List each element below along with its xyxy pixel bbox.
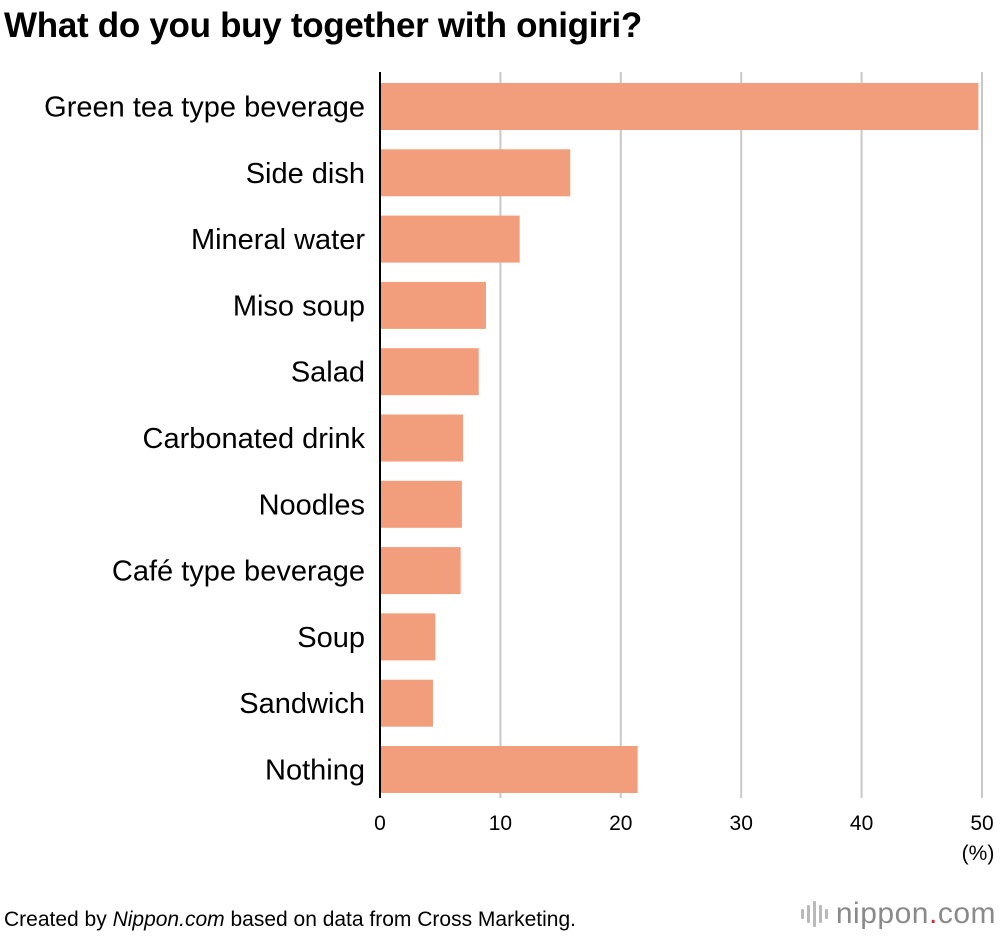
- x-tick-label: 30: [730, 812, 753, 835]
- bar: [380, 215, 520, 263]
- source-note: Created by Nippon.com based on data from…: [4, 908, 576, 932]
- x-axis-unit-label: (%): [962, 842, 995, 865]
- bar: [380, 83, 979, 130]
- brand-name: nippon.com: [836, 897, 996, 931]
- category-label: Soup: [297, 622, 365, 654]
- bar-chart: Green tea type beverage Side dish Mineral …: [44, 72, 995, 865]
- source-name: Nippon.com: [112, 908, 225, 931]
- chart-title: What do you buy together with onigiri?: [4, 6, 642, 45]
- bar: [380, 547, 461, 595]
- brand-name-part2: com: [937, 897, 996, 930]
- bars: [380, 83, 979, 793]
- bar: [380, 679, 433, 727]
- source-note-prefix: Created by: [4, 908, 113, 931]
- category-label: Side dish: [246, 158, 365, 190]
- bar: [380, 480, 462, 528]
- nippon-logo-bars-icon: [800, 899, 828, 929]
- bar: [380, 348, 479, 396]
- bar: [380, 149, 571, 197]
- grid-lines: [499, 72, 983, 798]
- x-tick-label: 0: [374, 812, 386, 835]
- category-label: Café type beverage: [112, 556, 365, 588]
- bar: [380, 281, 486, 329]
- category-label: Carbonated drink: [143, 423, 366, 455]
- bar: [380, 613, 436, 661]
- category-label: Nothing: [265, 755, 365, 787]
- brand-name-part1: nippon: [835, 897, 929, 930]
- source-note-suffix: based on data from Cross Marketing.: [224, 908, 576, 931]
- x-tick-label: 40: [850, 812, 873, 835]
- category-label: Miso soup: [233, 290, 365, 322]
- category-label: Salad: [291, 357, 365, 389]
- category-label: Sandwich: [239, 688, 365, 720]
- brand-logo: nippon.com: [800, 897, 996, 931]
- category-labels: Green tea type beverage Side dish Mineral …: [44, 92, 365, 787]
- category-label: Green tea type beverage: [44, 92, 365, 124]
- x-axis-ticks: 0 10 20 30 40 50: [374, 812, 994, 835]
- x-tick-label: 50: [970, 812, 993, 835]
- category-label: Mineral water: [191, 224, 365, 256]
- brand-dot: .: [928, 897, 938, 930]
- bar: [380, 414, 464, 462]
- category-label: Noodles: [259, 489, 365, 521]
- x-tick-label: 20: [609, 812, 632, 835]
- bar: [380, 746, 638, 793]
- x-tick-label: 10: [489, 812, 512, 835]
